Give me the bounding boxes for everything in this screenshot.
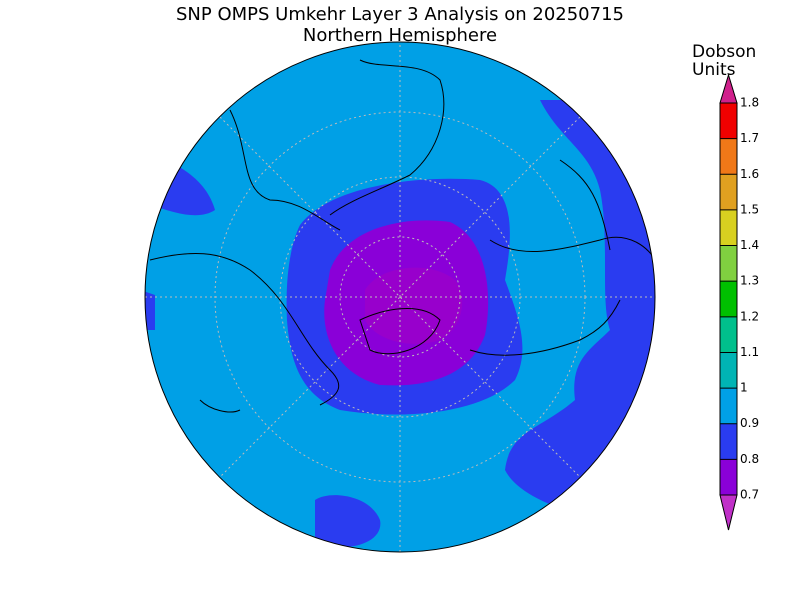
- colorbar: 0.7 0.8 0.9 1 1.1 1.2 1.3 1.4 1.5 1.6 1.7 1.8: [719, 73, 759, 531]
- colorbar-label: Dobson: [692, 42, 756, 62]
- colorbar-segment: [720, 281, 737, 317]
- colorbar-tick-label: 1.8: [740, 96, 759, 110]
- map-border: [144, 41, 656, 553]
- colorbar-tick-label: 1.3: [740, 274, 759, 288]
- coastlines: [149, 59, 655, 413]
- colorbar-segment: [720, 423, 737, 460]
- colorbar-tick-label: 1.1: [740, 345, 759, 359]
- title: SNP OMPS Umkehr Layer 3 Analysis on 2025…: [176, 4, 624, 25]
- contour-region: [505, 100, 655, 530]
- polar-map: [145, 42, 655, 552]
- colorbar-label: Units: [692, 60, 736, 80]
- colorbar-segment: [720, 459, 737, 495]
- contour-region: [365, 267, 463, 344]
- colorbar-tick-label: 1: [740, 381, 748, 395]
- colorbar-tick-label: 1.7: [740, 131, 759, 145]
- colorbar-segment: [720, 209, 737, 246]
- contour-region: [145, 290, 155, 330]
- colorbar-extension: [719, 494, 738, 531]
- colorbar-segment: [720, 103, 737, 139]
- contour-region: [315, 495, 381, 548]
- colorbar-tick-label: 1.4: [740, 238, 759, 252]
- colorbar-segment: [720, 245, 737, 282]
- colorbar-tick-label: 0.8: [740, 452, 759, 466]
- colorbar-tick-label: 0.7: [740, 488, 759, 502]
- colorbar-segment: [720, 352, 737, 389]
- colorbar-segment: [720, 174, 737, 210]
- colorbar-segment: [720, 138, 737, 175]
- subtitle: Northern Hemisphere: [303, 25, 497, 46]
- colorbar-segment: [720, 388, 737, 424]
- colorbar-tick-label: 1.2: [740, 309, 759, 323]
- colorbar-segment: [720, 316, 737, 353]
- colorbar-tick-label: 1.5: [740, 202, 759, 216]
- graticule: [145, 42, 655, 552]
- colorbar-tick-label: 1.6: [740, 167, 759, 181]
- colorbar-tick-label: 0.9: [740, 416, 759, 430]
